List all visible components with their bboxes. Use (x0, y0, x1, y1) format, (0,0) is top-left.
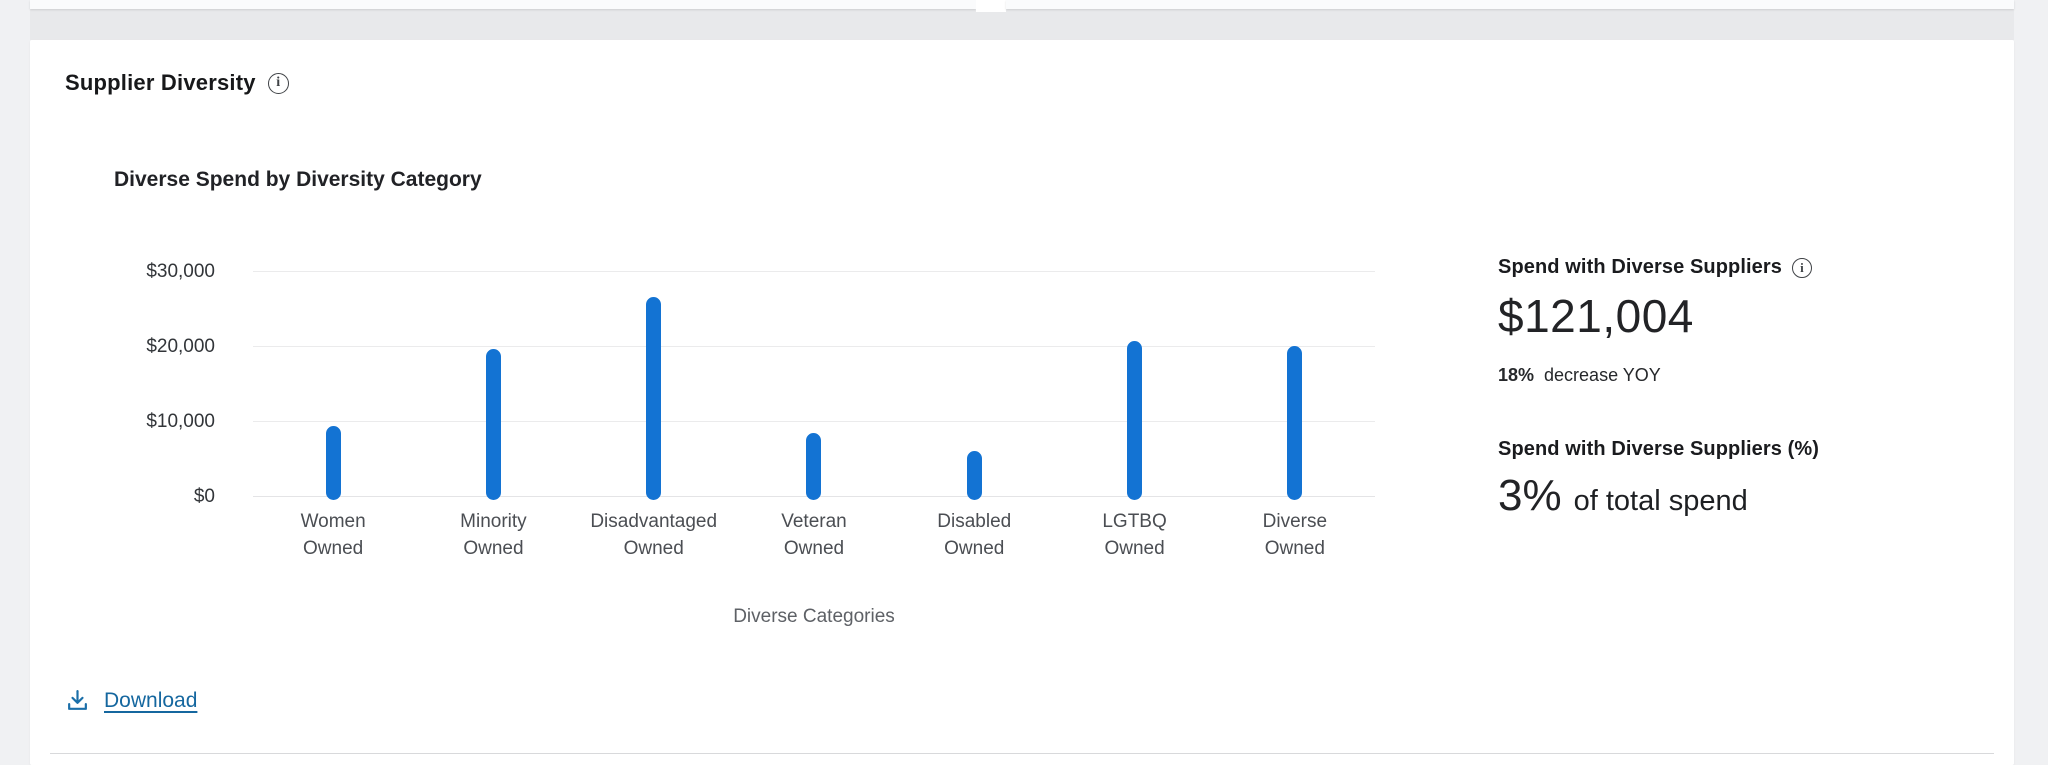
x-tick-label: Diverse Owned (1262, 511, 1328, 559)
card-divider (50, 753, 1994, 754)
bar-veteran-owned (806, 433, 822, 500)
x-tick-label: Disadvantaged Owned (590, 511, 718, 559)
x-axis-labels: Women Owned Minority Owned Disadvantaged Owne… (253, 508, 1375, 562)
bar-column (1054, 215, 1214, 500)
download-icon (68, 690, 87, 710)
percent-stat-value: 3% (1498, 471, 1562, 520)
bar-disadvantaged-owned (646, 297, 662, 500)
bar-series (253, 215, 1375, 500)
bar-column (734, 215, 894, 500)
gridline (253, 346, 1375, 347)
y-tick-label: $10,000 (146, 411, 215, 432)
stats-panel: Spend with Diverse Suppliers i $121,004 … (1498, 256, 2018, 521)
spend-stat-change: 18% decrease YOY (1498, 365, 2018, 386)
bar-column (894, 215, 1054, 500)
x-tick-label: LGTBQ Owned (1102, 511, 1167, 559)
download-button[interactable]: Download (65, 688, 197, 713)
x-tick-label: Minority Owned (460, 511, 527, 559)
percent-stat-value-row: 3% of total spend (1498, 471, 2018, 521)
y-tick-label: $30,000 (146, 261, 215, 282)
chart-title: Diverse Spend by Diversity Category (114, 168, 482, 191)
x-tick-label: Disabled Owned (937, 511, 1012, 559)
change-text: decrease YOY (1544, 365, 1661, 385)
x-tick-label: Women Owned (300, 511, 366, 559)
bar-lgtbq-owned (1127, 341, 1143, 500)
bar-column (413, 215, 573, 500)
percent-stat-heading-row: Spend with Diverse Suppliers (%) (1498, 438, 2018, 461)
bar-women-owned (325, 426, 341, 500)
bar-minority-owned (485, 349, 501, 500)
bar-column (1215, 215, 1375, 500)
spend-stat-heading: Spend with Diverse Suppliers (1498, 256, 1782, 278)
info-icon[interactable]: i (267, 72, 289, 94)
card-header: Supplier Diversity i (65, 70, 289, 96)
spend-stat: Spend with Diverse Suppliers i $121,004 … (1498, 256, 2018, 386)
spend-stat-value: $121,004 (1498, 290, 1694, 342)
x-axis-title: Diverse Categories (733, 606, 895, 627)
y-tick-label: $20,000 (146, 336, 215, 357)
bar-diverse-owned (1287, 346, 1303, 500)
percent-stat-caption: of total spend (1573, 485, 1748, 517)
bar-column (253, 215, 413, 500)
y-axis: $0 $10,000 $20,000 $30,000 (75, 215, 215, 507)
gridline (253, 271, 1375, 272)
info-icon[interactable]: i (1791, 257, 1812, 278)
percent-stat-heading: Spend with Diverse Suppliers (%) (1498, 438, 1820, 460)
y-tick-label: $0 (193, 486, 215, 507)
x-tick-label: Veteran Owned (781, 511, 847, 559)
plot-area (253, 215, 1375, 500)
percent-stat: Spend with Diverse Suppliers (%) 3% of t… (1498, 438, 2018, 521)
download-label: Download (104, 688, 198, 712)
card-gap (976, 0, 1006, 12)
page-title: Supplier Diversity (65, 70, 256, 95)
card-above-left-edge (30, 0, 976, 9)
change-percent: 18% (1498, 365, 1535, 385)
bar-column (574, 215, 734, 500)
gridline (253, 421, 1375, 422)
spend-stat-heading-row: Spend with Diverse Suppliers i (1498, 256, 2018, 279)
supplier-diversity-card: Supplier Diversity i Diverse Spend by Di… (30, 40, 2014, 765)
bar-disabled-owned (966, 451, 982, 500)
card-above-right-edge (1006, 0, 2014, 9)
